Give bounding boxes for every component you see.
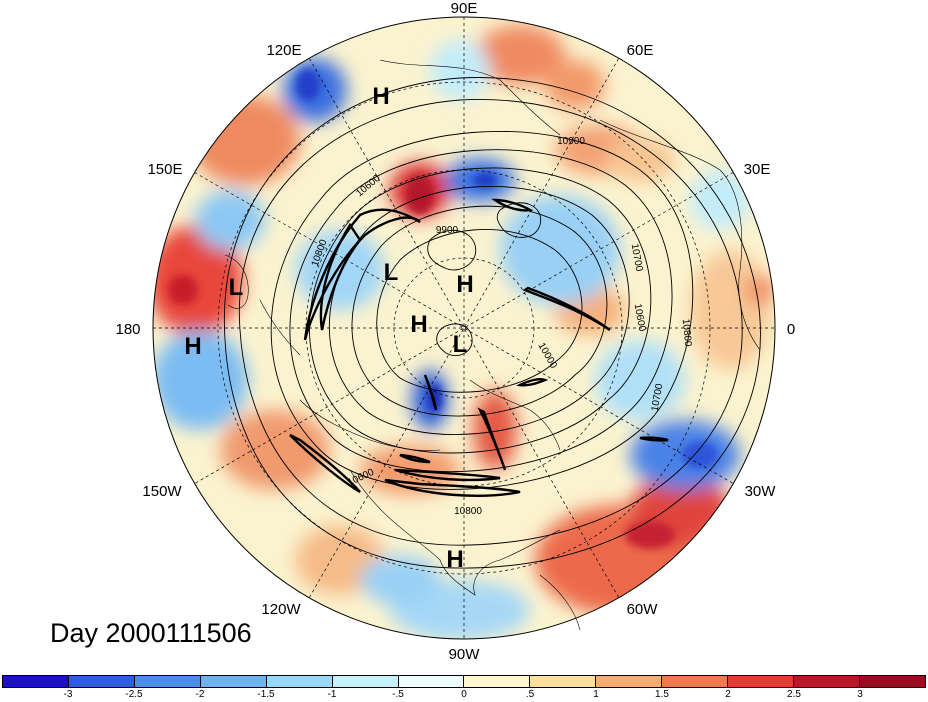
colorbar-box <box>68 676 135 687</box>
colorbar-labels: -3 -2.5 -2 -1.5 -1 -.5 0 .5 1 1.5 2 2.5 3 <box>2 689 926 702</box>
pressure-center-high: H <box>456 271 473 298</box>
contour-label: 9900 <box>436 225 459 236</box>
colorbar-box <box>530 676 597 687</box>
pressure-center-high: H <box>184 333 201 360</box>
jet-contours <box>289 198 669 497</box>
colorbar-tick-label: 1 <box>593 689 599 700</box>
colorbar-tick-label: 2 <box>725 689 731 700</box>
lon-label-180: 180 <box>115 321 140 338</box>
lon-label-30e: 30E <box>744 161 771 178</box>
colorbar-box <box>266 676 333 687</box>
day-title: Day 2000111506 <box>50 618 252 648</box>
colorbar-box <box>332 676 399 687</box>
colorbar-tick-label: -2 <box>195 689 205 700</box>
height-contours <box>223 77 761 569</box>
contour-label: 10800 <box>680 318 693 347</box>
lon-label-30w: 30W <box>745 483 777 500</box>
lon-label-60e: 60E <box>627 42 654 59</box>
contour-label: 10600 <box>632 303 648 333</box>
colorbar-tick-label: 0 <box>461 689 467 700</box>
lon-label-120e: 120E <box>266 42 301 59</box>
pressure-center-low: L <box>453 331 468 358</box>
colorbar-tick-label: 1.5 <box>655 689 669 700</box>
colorbar-tick-label: .5 <box>525 689 535 700</box>
contour-label: 10800 <box>454 506 482 517</box>
graticule <box>153 17 775 639</box>
colorbar-box <box>3 676 69 687</box>
map-border <box>152 16 776 640</box>
colorbar <box>2 675 926 688</box>
coastlines <box>224 59 761 631</box>
contour-label: 10700 <box>650 382 666 412</box>
lon-label-90e: 90E <box>451 0 478 17</box>
pressure-center-high: H <box>372 83 389 110</box>
colorbar-box <box>859 676 925 687</box>
colorbar-tick-label: -2.5 <box>125 689 143 700</box>
colorbar-box <box>794 676 860 687</box>
pressure-center-high: H <box>410 311 427 338</box>
contour-label: 10700 <box>629 243 645 273</box>
lon-label-150w: 150W <box>142 483 182 500</box>
colorbar-box <box>134 676 201 687</box>
colorbar-tick-label: -1 <box>327 689 337 700</box>
colorbar-tick-label: 2.5 <box>787 689 801 700</box>
lon-label-0: 0 <box>787 321 795 338</box>
pressure-center-low: L <box>384 259 399 286</box>
anomaly-field <box>153 17 775 639</box>
lon-label-150e: 150E <box>147 161 182 178</box>
pressure-center-high: H <box>446 546 463 573</box>
colorbar-box <box>200 676 267 687</box>
colorbar-box <box>464 676 531 687</box>
colorbar-tick-label: -3 <box>63 689 73 700</box>
contour-label: 10900 <box>557 136 585 147</box>
lon-label-60w: 60W <box>627 601 659 618</box>
pressure-center-low: L <box>229 274 244 301</box>
colorbar-box <box>662 676 729 687</box>
colorbar-box <box>398 676 465 687</box>
lon-label-120w: 120W <box>261 601 301 618</box>
colorbar-tick-label: -1.5 <box>257 689 275 700</box>
colorbar-box <box>596 676 663 687</box>
colorbar-tick-label: -.5 <box>392 689 404 700</box>
colorbar-box <box>728 676 795 687</box>
lon-label-90w: 90W <box>449 646 481 663</box>
colorbar-tick-label: 3 <box>857 689 863 700</box>
